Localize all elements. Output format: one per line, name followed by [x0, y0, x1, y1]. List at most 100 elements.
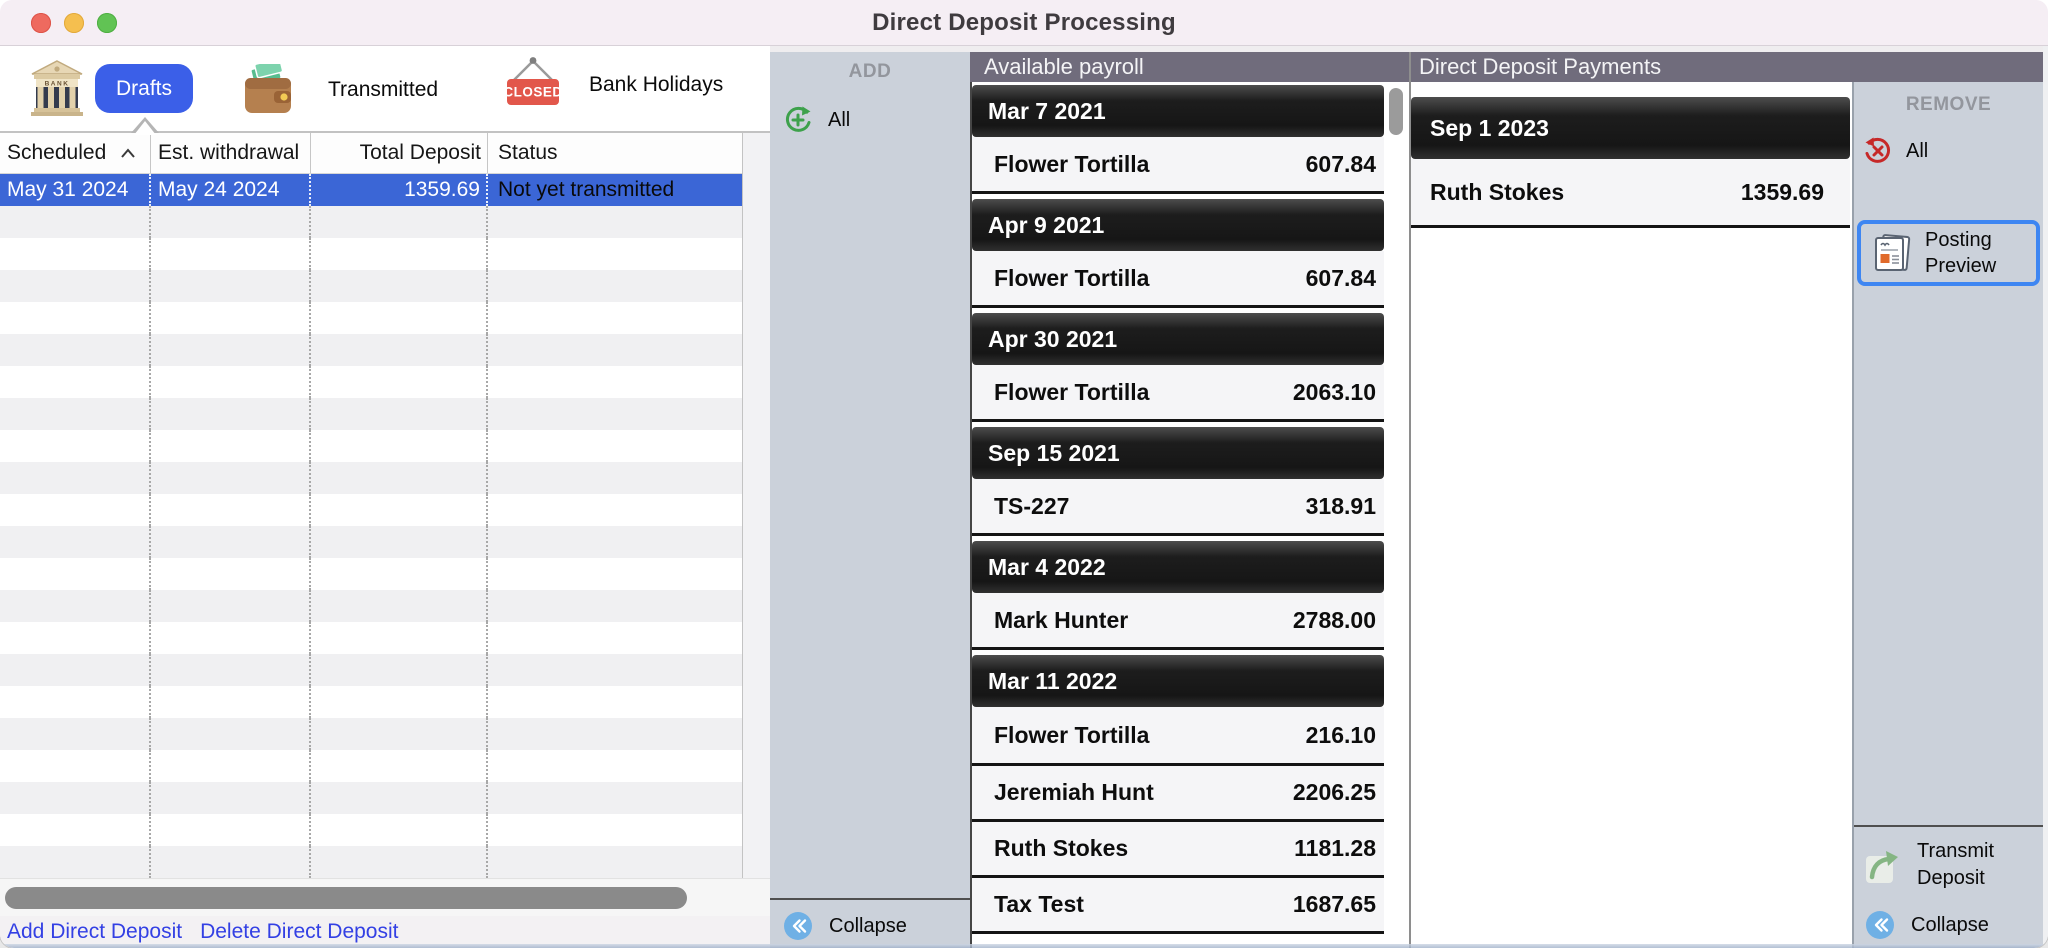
- payroll-item-amount: 607.84: [1305, 150, 1376, 177]
- table-row-empty: [0, 782, 742, 814]
- payroll-group-date[interactable]: Mar 4 2022: [972, 541, 1384, 593]
- table-row-empty: [0, 622, 742, 654]
- payroll-item-amount: 1181.28: [1294, 835, 1376, 861]
- tab-transmitted[interactable]: Transmitted: [240, 64, 438, 116]
- tab-transmitted-label[interactable]: Transmitted: [328, 78, 439, 101]
- cell-est-withdrawal: May 24 2024: [151, 174, 311, 206]
- payroll-group-date[interactable]: Mar 7 2021: [972, 85, 1384, 137]
- table-row-empty: [0, 398, 742, 430]
- remove-all-button[interactable]: All: [1864, 137, 1928, 165]
- table-row-empty: [0, 718, 742, 750]
- available-payroll-list: Mar 7 2021 Flower Tortilla 607.84 Apr 9 …: [970, 82, 1384, 948]
- payroll-group: Sep 15 2021 TS-227 318.91: [972, 427, 1384, 536]
- closed-sign-icon: CLOSED: [505, 57, 561, 105]
- payroll-item[interactable]: Jeremiah Hunt 2206.25: [972, 763, 1384, 819]
- payments-list: Sep 1 2023 Ruth Stokes 1359.69: [1411, 82, 1850, 948]
- drafts-table-header: Scheduled Est. withdrawal Total Deposit …: [0, 133, 742, 174]
- payroll-item[interactable]: TS-227 318.91: [972, 479, 1384, 533]
- payroll-item-name: Jeremiah Hunt: [994, 779, 1154, 805]
- payroll-item[interactable]: Flower Tortilla 216.10: [972, 707, 1384, 763]
- table-row-empty: [0, 590, 742, 622]
- payroll-item[interactable]: Flower Tortilla 2063.10: [972, 365, 1384, 419]
- payroll-group-date[interactable]: Apr 9 2021: [972, 199, 1384, 251]
- tab-drafts[interactable]: BANK Drafts: [30, 59, 193, 117]
- payroll-item-name: Flower Tortilla: [994, 150, 1150, 177]
- payroll-item-name: Flower Tortilla: [994, 378, 1150, 405]
- add-direct-deposit-link[interactable]: Add Direct Deposit: [7, 920, 183, 943]
- payroll-item-name: TS-227: [994, 492, 1070, 519]
- tab-bank-holidays-label[interactable]: Bank Holidays: [589, 73, 724, 96]
- delete-direct-deposit-link[interactable]: Delete Direct Deposit: [200, 920, 399, 943]
- right-edge-strip: [2043, 46, 2048, 948]
- table-row-empty: [0, 526, 742, 558]
- payroll-vertical-scrollbar[interactable]: [1384, 82, 1409, 948]
- actions-collapse-label: Collapse: [1911, 913, 1989, 936]
- table-row-empty: [0, 558, 742, 590]
- payroll-item[interactable]: Ruth Stokes 1181.28: [972, 819, 1384, 875]
- payment-item-amount: 1359.69: [1740, 178, 1824, 205]
- table-row-selected[interactable]: May 31 2024 May 24 2024 1359.69 Not yet …: [0, 174, 742, 206]
- payroll-group: Mar 7 2021 Flower Tortilla 607.84: [972, 85, 1384, 194]
- transmit-deposit-icon: [1866, 851, 1898, 883]
- drafts-table-footer: Add Direct Deposit Delete Direct Deposit: [0, 916, 770, 948]
- payment-item[interactable]: Ruth Stokes 1359.69: [1411, 159, 1850, 225]
- payroll-item[interactable]: Mark Hunter 2788.00: [972, 593, 1384, 647]
- payment-group-date[interactable]: Sep 1 2023: [1411, 97, 1850, 159]
- add-all-label: All: [828, 108, 851, 131]
- add-collapse-label: Collapse: [829, 914, 907, 937]
- available-payroll-title: Available payroll: [984, 54, 1144, 79]
- column-header-total-deposit[interactable]: Total Deposit: [311, 133, 488, 173]
- payroll-item-amount: 1687.65: [1292, 891, 1376, 917]
- payroll-group-date[interactable]: Apr 30 2021: [972, 313, 1384, 365]
- table-row-empty: [0, 654, 742, 686]
- add-collapse-button[interactable]: Collapse: [784, 912, 907, 940]
- toolbar: BANK Drafts T: [0, 46, 770, 133]
- payroll-scrollbar-thumb[interactable]: [1389, 88, 1403, 135]
- column-header-est-withdrawal[interactable]: Est. withdrawal: [151, 133, 311, 173]
- actions-collapse-button[interactable]: Collapse: [1866, 911, 1989, 939]
- svg-text:BANK: BANK: [45, 81, 70, 88]
- transmit-deposit-button[interactable]: Transmit Deposit: [1864, 838, 2007, 892]
- payroll-group: Mar 4 2022 Mark Hunter 2788.00: [972, 541, 1384, 650]
- selected-tab-notch-fill: [134, 121, 156, 135]
- payroll-item[interactable]: Tax Test 1687.65: [972, 875, 1384, 931]
- zoom-window-button[interactable]: [97, 13, 117, 33]
- payroll-item[interactable]: Flower Tortilla 607.84: [972, 251, 1384, 305]
- payroll-item-name: Flower Tortilla: [994, 721, 1150, 748]
- payroll-item-amount: 318.91: [1305, 492, 1376, 519]
- tab-drafts-label[interactable]: Drafts: [95, 63, 193, 113]
- payroll-group-date[interactable]: Mar 11 2022: [972, 655, 1384, 707]
- posting-preview-button[interactable]: Posting Preview: [1857, 220, 2040, 286]
- add-all-button[interactable]: All: [784, 106, 850, 134]
- horizontal-scrollbar-thumb[interactable]: [5, 887, 687, 909]
- table-row-empty: [0, 494, 742, 526]
- remove-all-icon: [1865, 137, 1891, 163]
- actions-panel-divider: [1854, 825, 2045, 827]
- minimize-window-button[interactable]: [64, 13, 84, 33]
- payroll-group-date[interactable]: Sep 15 2021: [972, 427, 1384, 479]
- posting-preview-label: Posting Preview: [1925, 229, 1997, 277]
- tab-bank-holidays[interactable]: CLOSED Bank Holidays: [505, 56, 723, 114]
- table-row-empty: [0, 334, 742, 366]
- drafts-table-body: May 31 2024 May 24 2024 1359.69 Not yet …: [0, 174, 742, 878]
- payroll-group: Apr 9 2021 Flower Tortilla 607.84: [972, 199, 1384, 308]
- add-panel: ADD All Collapse: [770, 52, 970, 948]
- close-window-button[interactable]: [31, 13, 51, 33]
- payroll-item[interactable]: Flower Tortilla 607.84: [972, 137, 1384, 191]
- table-row-empty: [0, 302, 742, 334]
- payroll-group: Apr 30 2021 Flower Tortilla 2063.10: [972, 313, 1384, 422]
- payroll-item-amount: 216.10: [1305, 721, 1376, 748]
- horizontal-scrollbar[interactable]: [0, 878, 770, 916]
- column-header-scheduled[interactable]: Scheduled: [0, 133, 151, 173]
- sort-ascending-icon: [121, 147, 136, 158]
- transmit-deposit-label: Transmit Deposit: [1917, 840, 1995, 889]
- collapse-icon: [1866, 911, 1894, 939]
- table-row-empty: [0, 686, 742, 718]
- column-header-status[interactable]: Status: [498, 141, 558, 164]
- wallet-icon: [245, 64, 291, 113]
- add-all-icon: [785, 106, 811, 132]
- table-row-empty: [0, 270, 742, 302]
- table-row-empty: [0, 814, 742, 846]
- table-row-empty: [0, 462, 742, 494]
- remove-all-label: All: [1906, 139, 1929, 162]
